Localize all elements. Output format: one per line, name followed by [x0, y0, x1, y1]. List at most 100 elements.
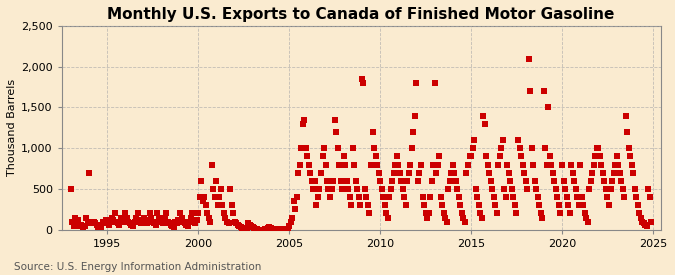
Point [114, 223, 125, 227]
Point [294, 162, 305, 167]
Point [392, 154, 402, 159]
Point [546, 162, 557, 167]
Point [332, 146, 343, 150]
Point [524, 89, 535, 93]
Point [378, 195, 389, 199]
Point [394, 170, 405, 175]
Point [408, 130, 419, 134]
Point [497, 138, 508, 142]
Point [223, 221, 234, 226]
Point [273, 227, 284, 232]
Point [103, 223, 114, 227]
Point [299, 117, 310, 122]
Point [325, 195, 335, 199]
Point [275, 227, 286, 231]
Point [176, 215, 187, 220]
Point [82, 219, 93, 224]
Point [549, 179, 560, 183]
Point [427, 179, 437, 183]
Point [628, 170, 639, 175]
Point [396, 179, 406, 183]
Point [393, 162, 404, 167]
Point [132, 211, 143, 216]
Point [428, 162, 439, 167]
Point [265, 226, 276, 230]
Point [475, 211, 485, 216]
Point [237, 226, 248, 230]
Point [541, 162, 552, 167]
Point [558, 179, 569, 183]
Point [467, 146, 478, 150]
Point [596, 162, 607, 167]
Point [379, 203, 390, 208]
Point [248, 225, 259, 230]
Point [293, 170, 304, 175]
Point [557, 162, 568, 167]
Point [640, 223, 651, 227]
Point [306, 179, 317, 183]
Point [626, 162, 637, 167]
Point [107, 215, 117, 220]
Point [227, 211, 238, 216]
Point [641, 224, 652, 228]
Point [555, 211, 566, 216]
Point [215, 187, 226, 191]
Point [479, 122, 490, 126]
Point [489, 195, 500, 199]
Point [95, 224, 105, 228]
Point [226, 203, 237, 208]
Point [235, 225, 246, 230]
Point [220, 215, 231, 220]
Point [639, 221, 649, 226]
Point [646, 219, 657, 224]
Point [326, 187, 337, 191]
Point [340, 162, 351, 167]
Point [202, 211, 213, 216]
Point [569, 179, 580, 183]
Point [496, 146, 507, 150]
Point [113, 221, 124, 226]
Point [461, 170, 472, 175]
Point [423, 211, 434, 216]
Point [405, 162, 416, 167]
Point [182, 224, 193, 228]
Point [122, 215, 132, 220]
Point [643, 187, 654, 191]
Point [213, 203, 223, 208]
Point [441, 219, 452, 224]
Point [547, 170, 558, 175]
Point [313, 195, 323, 199]
Point [146, 215, 157, 220]
Point [384, 195, 395, 199]
Point [79, 224, 90, 228]
Point [506, 187, 517, 191]
Point [390, 162, 401, 167]
Point [591, 146, 602, 150]
Point [512, 138, 523, 142]
Point [585, 179, 596, 183]
Point [605, 187, 616, 191]
Point [590, 154, 601, 159]
Point [420, 211, 431, 216]
Point [584, 187, 595, 191]
Point [255, 227, 266, 232]
Point [520, 179, 531, 183]
Point [263, 226, 273, 230]
Point [243, 221, 254, 226]
Point [194, 195, 205, 199]
Point [123, 219, 134, 224]
Point [170, 219, 181, 224]
Point [343, 187, 354, 191]
Point [535, 211, 546, 216]
Point [70, 215, 81, 220]
Point [573, 203, 584, 208]
Point [579, 211, 590, 216]
Point [144, 211, 155, 216]
Point [528, 162, 539, 167]
Point [537, 215, 547, 220]
Point [495, 154, 506, 159]
Point [355, 203, 366, 208]
Point [416, 162, 427, 167]
Point [438, 211, 449, 216]
Point [458, 215, 469, 220]
